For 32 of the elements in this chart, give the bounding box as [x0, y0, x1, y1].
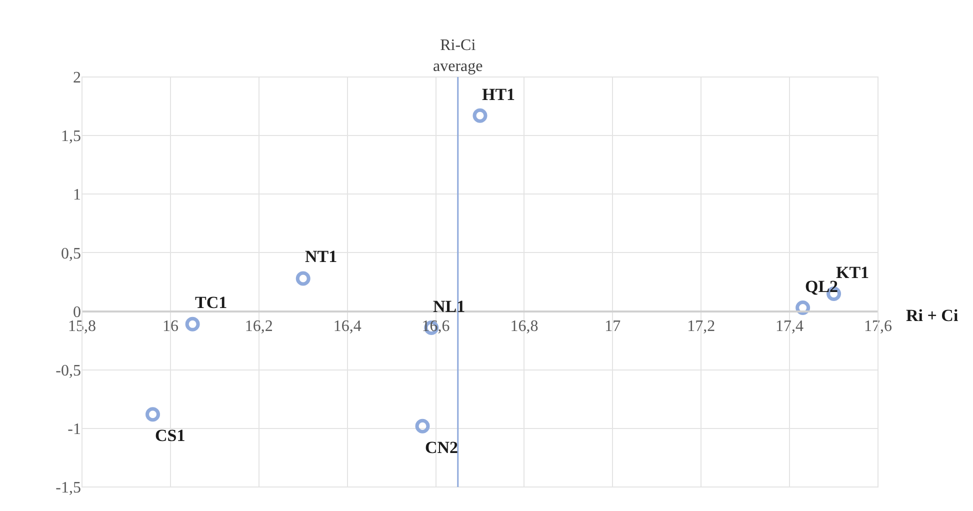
annotation: KT1: [836, 263, 870, 282]
x-tick-label: 17,2: [687, 318, 716, 336]
x-tick-label: 16,4: [333, 318, 362, 336]
annotation: NL1: [433, 297, 466, 316]
ref-line-label: Ri-Ci average: [433, 37, 483, 75]
y-tick-label: 0,5: [61, 245, 81, 262]
y-tick-label: -0,5: [56, 362, 81, 380]
y-tick-label: -1,5: [56, 480, 81, 497]
annotation: HT1: [482, 85, 516, 104]
y-tick-label: 1,5: [61, 128, 81, 146]
x-tick-label: 17: [604, 318, 621, 336]
point: [185, 316, 200, 332]
point: [296, 271, 310, 286]
x-tick-label: 17,4: [776, 318, 804, 336]
y-tick-label: 2: [73, 70, 81, 87]
point: [415, 418, 430, 434]
annotation: NT1: [305, 247, 338, 266]
x-tick-label: 17,6: [864, 318, 892, 336]
x-axis-title: Ri + Ci: [906, 306, 958, 325]
annotation: TC1: [195, 293, 228, 312]
y-tick-label: 0: [73, 304, 81, 321]
annotation: CN2: [425, 438, 458, 457]
y-tick-label: 1: [73, 186, 81, 204]
annotation: QL2: [805, 277, 838, 296]
x-tick-label: 16: [162, 318, 178, 336]
annotation: CS1: [155, 426, 186, 445]
x-tick-label: 16,2: [244, 318, 273, 336]
point: [472, 108, 488, 123]
point: [146, 407, 160, 422]
y-tick-label: -1: [68, 421, 81, 438]
point: [796, 300, 810, 316]
x-tick-label: 16,8: [510, 318, 538, 336]
